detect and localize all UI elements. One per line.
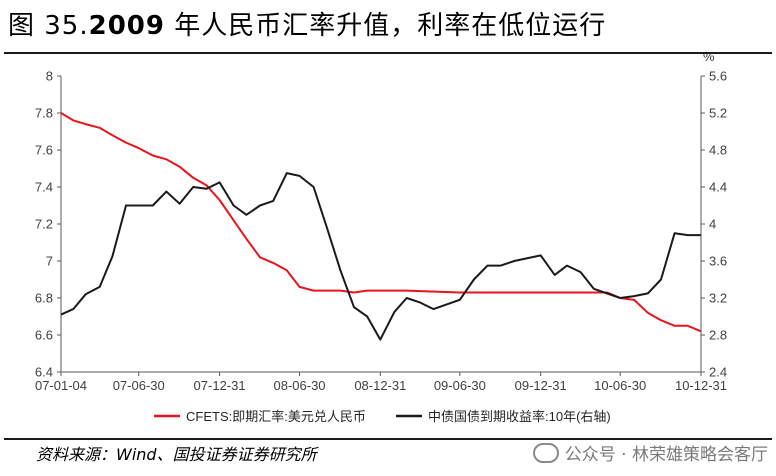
- right-tick-label: 4.8: [709, 143, 727, 158]
- right-tick-label: 2.4: [709, 365, 727, 380]
- left-tick-label: 6.6: [35, 328, 53, 343]
- right-tick-label: 3.2: [709, 291, 727, 306]
- right-tick-label: 4: [709, 217, 716, 232]
- x-tick-label: 08-06-30: [273, 378, 325, 393]
- line-chart: 8 7.8 7.6 7.4 7.2 7 6.8 6.6 6.4 5.6 5.2 4.8 4.4 4 3.6 3…: [35, 49, 727, 424]
- x-tick-label: 08-12-31: [354, 378, 406, 393]
- left-tick-label: 7.8: [35, 106, 53, 121]
- x-tick-label: 10-06-30: [594, 378, 646, 393]
- fx-rate-line: [60, 112, 702, 333]
- left-tick-label: 7.6: [35, 143, 53, 158]
- right-tick-label: 5.2: [709, 106, 727, 121]
- x-tick-label: 09-06-30: [434, 378, 486, 393]
- left-tick-label: 8: [46, 69, 53, 84]
- watermark: 公众号 · 林荣雄策略会客厅: [532, 440, 768, 470]
- left-tick-label: 7.2: [35, 217, 53, 232]
- legend-label: 中债国债到期收益率:10年(右轴): [428, 409, 611, 424]
- title-prefix: 图 35.: [8, 11, 89, 41]
- source-note: 资料来源：Wind、国投证券证券研究所: [36, 445, 317, 464]
- x-tick-label: 09-12-31: [515, 378, 567, 393]
- left-tick-label: 6.4: [35, 365, 53, 380]
- right-tick-label: 4.4: [709, 180, 727, 195]
- bond-yield-line: [60, 172, 701, 341]
- right-tick-label: 3.6: [709, 254, 727, 269]
- chart-frame: 8 7.8 7.6 7.4 7.2 7 6.8 6.6 6.4 5.6 5.2 4.8 4.4 4 3.6 3…: [4, 49, 772, 436]
- left-tick-label: 7.4: [35, 180, 53, 195]
- x-tick-label: 07-01-04: [35, 378, 87, 393]
- x-tick-label: 10-12-31: [675, 378, 727, 393]
- watermark-text: 公众号 · 林荣雄策略会客厅: [564, 445, 768, 465]
- legend-label: CFETS:即期汇率:美元兑人民币: [186, 409, 366, 424]
- chart-title: 图 35.2009 年人民币汇率升值，利率在低位运行: [8, 4, 606, 48]
- source-rule: [4, 438, 772, 440]
- right-tick-label: 5.6: [709, 69, 727, 84]
- right-axis-unit: %: [703, 54, 715, 64]
- left-tick-label: 6.8: [35, 291, 53, 306]
- x-tick-label: 07-06-30: [113, 378, 165, 393]
- title-rest: 年人民币汇率升值，利率在低位运行: [165, 11, 607, 41]
- left-tick-label: 7: [46, 254, 53, 269]
- x-tick-label: 07-12-31: [194, 378, 246, 393]
- title-rule: [4, 52, 772, 54]
- right-tick-label: 2.8: [709, 328, 727, 343]
- title-year: 2009: [88, 11, 165, 41]
- wechat-icon: [532, 443, 559, 463]
